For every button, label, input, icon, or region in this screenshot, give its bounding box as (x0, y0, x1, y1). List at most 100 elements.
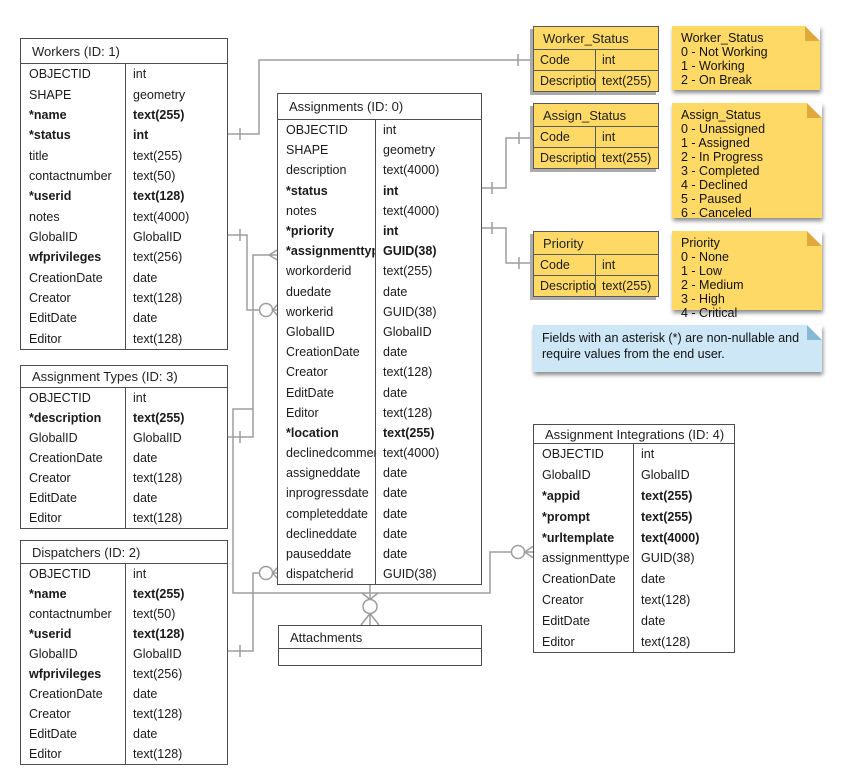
field-row: Description text(255) (534, 276, 658, 296)
field-name: pauseddate (278, 543, 376, 565)
table-assign-status-domain[interactable]: Assign_Status CodeintDescriptiontext(255… (533, 103, 659, 169)
field-row: duedate date (278, 281, 481, 302)
field-row: Editor text(128) (21, 328, 227, 349)
field-type: text(255) (133, 107, 185, 122)
field-type: date (383, 385, 408, 400)
table-fields: CodeintDescriptiontext(255) (534, 127, 658, 168)
table-worker-status-domain[interactable]: Worker_Status CodeintDescriptiontext(255… (533, 26, 659, 92)
note-line: 0 - Not Working (681, 45, 768, 59)
note-assign-status-values[interactable]: Assign_Status 0 - Unassigned 1 - Assigned 2… (672, 103, 822, 220)
field-type: date (133, 270, 158, 285)
field-name: duedate (278, 281, 376, 302)
field-type: date (133, 687, 158, 701)
field-row: *prompt text(255) (534, 506, 734, 528)
field-name: wfprivileges (21, 664, 126, 684)
field-row: notes text(4000) (21, 206, 227, 227)
table-assignment-types[interactable]: Assignment Types (ID: 3) OBJECTID int *des… (20, 365, 228, 529)
field-name: OBJECTID (534, 444, 634, 465)
field-name: OBJECTID (278, 120, 376, 141)
field-name: contactnumber (21, 165, 126, 187)
zero-marker (258, 565, 274, 581)
field-name: assignmenttype (534, 547, 634, 569)
field-type: text(255) (133, 148, 183, 163)
table-workers[interactable]: Workers (ID: 1) OBJECTID int SHAPE geometry… (20, 38, 228, 350)
field-type: date (133, 311, 158, 326)
note-line: 3 - High (681, 292, 725, 306)
note-line: 0 - Unassigned (681, 122, 766, 136)
field-type: date (641, 572, 666, 587)
table-title: Assignments (ID: 0) (278, 94, 481, 120)
one-tick (491, 132, 520, 194)
field-type: date (133, 727, 158, 741)
table-attachments[interactable]: Attachments (278, 625, 482, 666)
field-row: title text(255) (21, 145, 227, 166)
field-name: description (278, 160, 376, 181)
field-type: text(255) (602, 151, 652, 165)
field-row: Editor text(128) (21, 744, 227, 764)
field-row: contactnumber text(50) (21, 604, 227, 624)
field-type: text(4000) (383, 203, 440, 218)
field-name: *description (21, 408, 126, 428)
table-fields: CodeintDescriptiontext(255) (534, 255, 658, 296)
field-name: Description (534, 71, 596, 91)
field-type: int (383, 123, 397, 138)
field-type: GUID(38) (383, 304, 437, 319)
field-name: Creator (534, 589, 634, 611)
field-type: GlobalID (133, 431, 182, 445)
field-type: int (602, 53, 616, 67)
field-row: SHAPE geometry (278, 140, 481, 161)
field-type: date (383, 466, 408, 481)
field-name: GlobalID (278, 321, 376, 343)
note-asterisk-explanation[interactable]: Fields with an asterisk (*) are non-null… (533, 325, 822, 372)
note-worker-status-values[interactable]: Worker_Status 0 - Not Working 1 - Working 2… (672, 26, 820, 90)
field-type: text(50) (133, 607, 176, 621)
field-type: date (383, 345, 408, 360)
field-row: CreationDate date (534, 568, 734, 590)
field-type: text(255) (602, 74, 652, 88)
field-type: date (383, 526, 408, 541)
field-row: *location text(255) (278, 422, 481, 443)
field-name: declineddate (278, 523, 376, 544)
field-row: contactnumber text(50) (21, 165, 227, 187)
field-name: wfprivileges (21, 247, 126, 268)
field-type: date (641, 613, 666, 628)
note-priority-values[interactable]: Priority 0 - None 1 - Low 2 - Medium 3 - Hig… (672, 231, 822, 320)
field-name: SHAPE (21, 84, 126, 105)
field-name: GlobalID (21, 226, 126, 248)
field-row: Creator text(128) (21, 468, 227, 488)
field-type: GUID(38) (641, 551, 695, 566)
field-name: *assignmenttype (278, 241, 376, 262)
field-type: text(128) (641, 634, 691, 649)
field-name: workerid (278, 301, 376, 322)
table-assignments[interactable]: Assignments (ID: 0) OBJECTID int SHAPE geom… (277, 93, 482, 586)
field-row: declinedcomment text(4000) (278, 443, 481, 464)
table-assignment-integrations[interactable]: Assignment Integrations (ID: 4) OBJECTID… (533, 424, 735, 653)
field-name: OBJECTID (21, 564, 126, 584)
table-priority-domain[interactable]: Priority CodeintDescriptiontext(255) (533, 231, 659, 297)
field-name: Editor (21, 508, 126, 528)
field-type: text(128) (383, 365, 433, 380)
field-name: EditDate (21, 724, 126, 744)
note-line: 1 - Working (681, 59, 745, 73)
zero-marker (362, 598, 378, 615)
field-name: completeddate (278, 503, 376, 524)
field-row: Creator text(128) (534, 589, 734, 611)
field-row: Creator text(128) (21, 287, 227, 309)
field-row: wfprivileges text(256) (21, 247, 227, 268)
field-row: CreationDate date (278, 342, 481, 363)
field-name: CreationDate (21, 267, 126, 288)
field-name: workorderid (278, 261, 376, 282)
field-name: Code (534, 255, 596, 275)
field-row: EditDate date (21, 488, 227, 508)
field-row: notes text(4000) (278, 200, 481, 221)
field-type: text(128) (133, 747, 183, 761)
table-dispatchers[interactable]: Dispatchers (ID: 2) OBJECTID int *name text… (20, 540, 228, 765)
field-type: date (383, 547, 408, 562)
field-name: Creator (21, 287, 126, 309)
zero-marker (258, 302, 274, 318)
field-row: Editor text(128) (278, 402, 481, 423)
field-type: text(255) (383, 425, 435, 440)
folded-corner-icon (807, 231, 822, 246)
table-title: Worker_Status (534, 27, 658, 50)
connector-workers-assignments (228, 234, 260, 311)
